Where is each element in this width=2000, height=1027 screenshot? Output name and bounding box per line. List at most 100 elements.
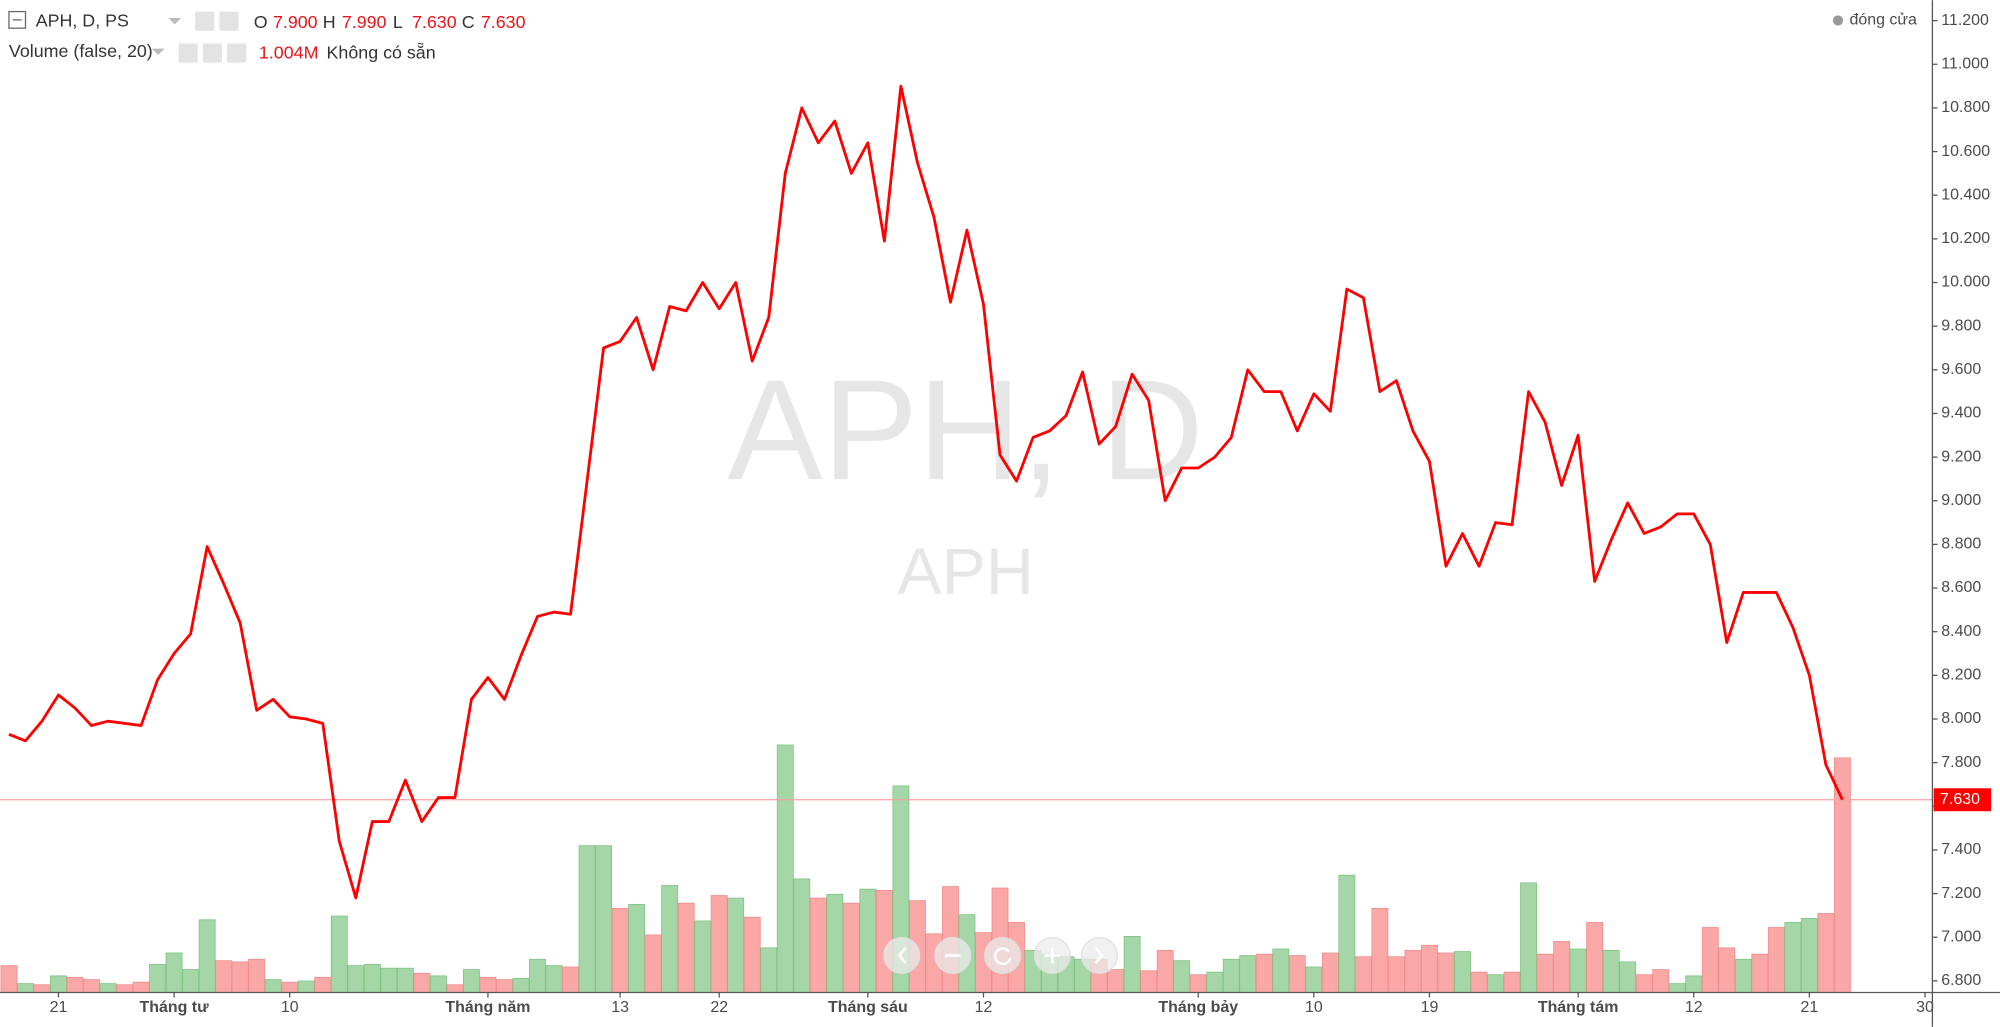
volume-bar: [330, 915, 348, 993]
volume-bar: [1503, 971, 1521, 993]
volume-bar: [1156, 950, 1174, 993]
last-price-box: [1933, 788, 1992, 812]
volume-bar: [1668, 983, 1686, 993]
reset-button[interactable]: [984, 936, 1022, 974]
dropdown[interactable]: [168, 17, 182, 25]
volume-bar: [463, 969, 480, 993]
volume-bar: [595, 845, 612, 993]
x-tick-label: Tháng năm: [445, 999, 530, 1016]
volume-bar: [363, 964, 381, 993]
x-tick-label: Tháng bảy: [1158, 999, 1238, 1016]
volume-bar: [165, 952, 183, 993]
dropdown[interactable]: [151, 48, 165, 55]
volume-bar: [1222, 958, 1240, 993]
volume-bar: [1421, 944, 1438, 993]
x-tick-label: Tháng sáu: [828, 999, 908, 1016]
volume-bar: [1602, 950, 1620, 993]
volume-bar: [727, 897, 745, 993]
volume-bar: [644, 934, 662, 993]
volume-bar: [99, 983, 117, 993]
volume-bar: [116, 984, 133, 993]
remove-button[interactable]: [227, 43, 247, 63]
settings-button[interactable]: [219, 11, 239, 31]
volume-bar: [149, 964, 167, 993]
y-tick-label: 10.400: [1941, 186, 1990, 203]
ohlc-key: C: [462, 12, 475, 32]
y-tick-label: 10.200: [1941, 230, 1990, 247]
eye-button[interactable]: [195, 11, 215, 31]
scroll-left-button[interactable]: [883, 936, 921, 974]
volume-bar: [694, 920, 712, 993]
volume-bar: [1685, 975, 1703, 993]
volume-bar: [314, 976, 332, 993]
volume-bar: [182, 969, 200, 993]
volume-bar: [1767, 927, 1785, 993]
y-tick-label: 11.200: [1941, 12, 1989, 29]
volume-bar: [512, 978, 530, 993]
y-tick-label: 9.200: [1941, 448, 1981, 465]
y-tick-label: 10.800: [1941, 99, 1990, 116]
volume-bar: [1239, 955, 1257, 993]
x-tick-label: 30: [1916, 999, 1934, 1016]
volume-bar: [1454, 951, 1471, 993]
volume-bar: [1652, 969, 1670, 993]
volume-bar: [429, 975, 447, 993]
volume-bar: [760, 947, 778, 993]
volume-value: 1.004M: [259, 42, 319, 62]
nav-buttons: [883, 936, 1118, 974]
eye-button[interactable]: [178, 43, 198, 63]
x-tick-label: 10: [1305, 999, 1323, 1016]
volume-bar: [529, 958, 546, 993]
volume-bar: [826, 893, 844, 993]
volume-bar: [215, 960, 233, 993]
volume-bar: [1189, 974, 1207, 993]
volume-bar: [1140, 970, 1158, 993]
volume-bar: [1470, 971, 1488, 993]
volume-bar: [231, 961, 249, 993]
price-line: [8, 84, 1844, 900]
y-tick-label: 8.600: [1941, 579, 1981, 596]
plot-area: [0, 84, 1933, 993]
volume-bar: [1734, 958, 1752, 993]
volume-bar: [1751, 953, 1769, 993]
y-tick-label: 8.200: [1941, 667, 1981, 684]
y-tick-label: 7.000: [1941, 928, 1981, 945]
y-tick-label: 9.400: [1941, 405, 1981, 422]
legend-dot: [1832, 15, 1844, 26]
watermark-sub: APH: [897, 535, 1033, 609]
volume-bar: [578, 845, 596, 993]
volume-bar: [17, 983, 34, 993]
volume-bar: [1520, 882, 1537, 993]
x-tick-label: 13: [611, 999, 629, 1016]
symbol-title: APH, D, PS: [36, 11, 129, 31]
volume-bar: [1817, 913, 1835, 993]
volume-bar: [1388, 956, 1405, 993]
volume-bar: [859, 888, 877, 993]
volume-bar: [198, 919, 216, 993]
volume-bar: [1586, 921, 1604, 993]
x-tick-label: 22: [710, 999, 728, 1016]
volume-bar: [661, 885, 679, 993]
volume-bar: [66, 976, 84, 993]
volume-bar: [1206, 971, 1224, 993]
volume-bar: [1619, 961, 1637, 993]
volume-bar: [1569, 948, 1587, 993]
y-tick-label: 7.800: [1941, 754, 1981, 771]
x-tick-label: 12: [1685, 999, 1703, 1016]
settings-button[interactable]: [202, 43, 222, 63]
last-price-label: 7.630: [1940, 791, 1980, 808]
volume-bar: [562, 966, 579, 993]
ohlc-value: 7.630: [481, 12, 526, 32]
y-tick-label: 8.000: [1941, 710, 1981, 727]
volume-bar: [710, 895, 728, 993]
scroll-right-button[interactable]: [1080, 936, 1118, 974]
collapse-toggle[interactable]: [8, 10, 27, 29]
volume-bar: [1321, 952, 1339, 993]
volume-bar: [347, 965, 365, 993]
icon: [1044, 947, 1060, 964]
volume-bar: [380, 967, 398, 993]
volume-bar: [1338, 874, 1356, 993]
